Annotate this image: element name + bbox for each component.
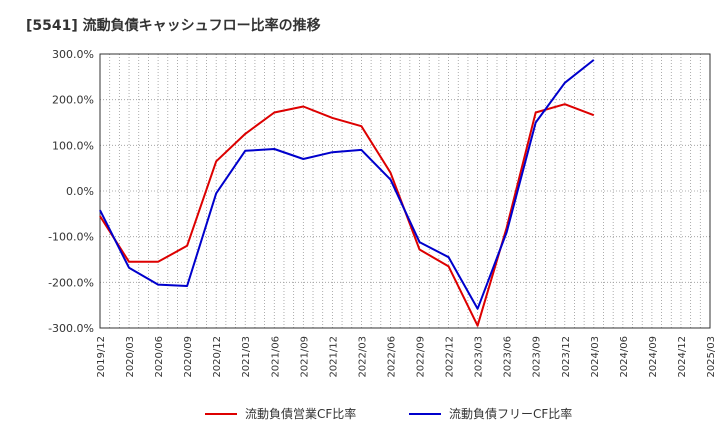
legend-label: 流動負債営業CF比率 <box>245 406 356 421</box>
x-tick-label: 2022/06 <box>386 336 397 378</box>
x-tick-label: 2019/12 <box>96 336 107 378</box>
legend: 流動負債営業CF比率 流動負債フリーCF比率 <box>205 406 572 421</box>
y-tick-label: 0.0% <box>66 185 94 198</box>
y-tick-label: -300.0% <box>48 322 94 335</box>
x-tick-label: 2020/06 <box>154 336 165 378</box>
x-tick-label: 2020/12 <box>212 336 223 378</box>
gridlines <box>100 54 710 328</box>
x-tick-label: 2024/12 <box>677 336 688 378</box>
y-tick-label: 300.0% <box>52 48 94 61</box>
x-tick-label: 2024/06 <box>619 336 630 378</box>
x-tick-label: 2023/06 <box>503 336 514 378</box>
series-line <box>99 103 595 327</box>
legend-label: 流動負債フリーCF比率 <box>449 406 572 421</box>
y-axis-ticks: 300.0% 200.0% 100.0% 0.0% -100.0% -200.0% -300… <box>48 48 94 335</box>
y-tick-label: -100.0% <box>48 231 94 244</box>
x-tick-label: 2022/09 <box>416 336 427 378</box>
x-tick-label: 2020/09 <box>183 336 194 378</box>
x-axis-ticks: 2019/12 2020/03 2020/06 2020/09 2020/12 2021/… <box>96 336 717 378</box>
x-tick-label: 2021/12 <box>328 336 339 378</box>
plot-frame <box>99 53 711 329</box>
y-tick-label: 200.0% <box>52 94 94 107</box>
x-tick-label: 2023/12 <box>561 336 572 378</box>
x-tick-label: 2022/12 <box>445 336 456 378</box>
x-tick-label: 2024/03 <box>590 336 601 378</box>
x-tick-label: 2021/09 <box>299 336 310 378</box>
y-tick-label: 100.0% <box>52 139 94 152</box>
x-tick-label: 2022/03 <box>357 336 368 378</box>
x-tick-label: 2021/03 <box>241 336 252 378</box>
series-lines <box>99 59 595 327</box>
series-line <box>99 59 595 310</box>
x-tick-label: 2023/09 <box>532 336 543 378</box>
x-tick-label: 2025/03 <box>706 336 717 378</box>
x-tick-label: 2020/03 <box>125 336 136 378</box>
x-tick-label: 2021/06 <box>270 336 281 378</box>
chart-title: [5541] 流動負債キャッシュフロー比率の推移 <box>26 17 321 34</box>
x-tick-label: 2024/09 <box>648 336 659 378</box>
y-tick-label: -200.0% <box>48 276 94 289</box>
x-tick-label: 2023/03 <box>474 336 485 378</box>
